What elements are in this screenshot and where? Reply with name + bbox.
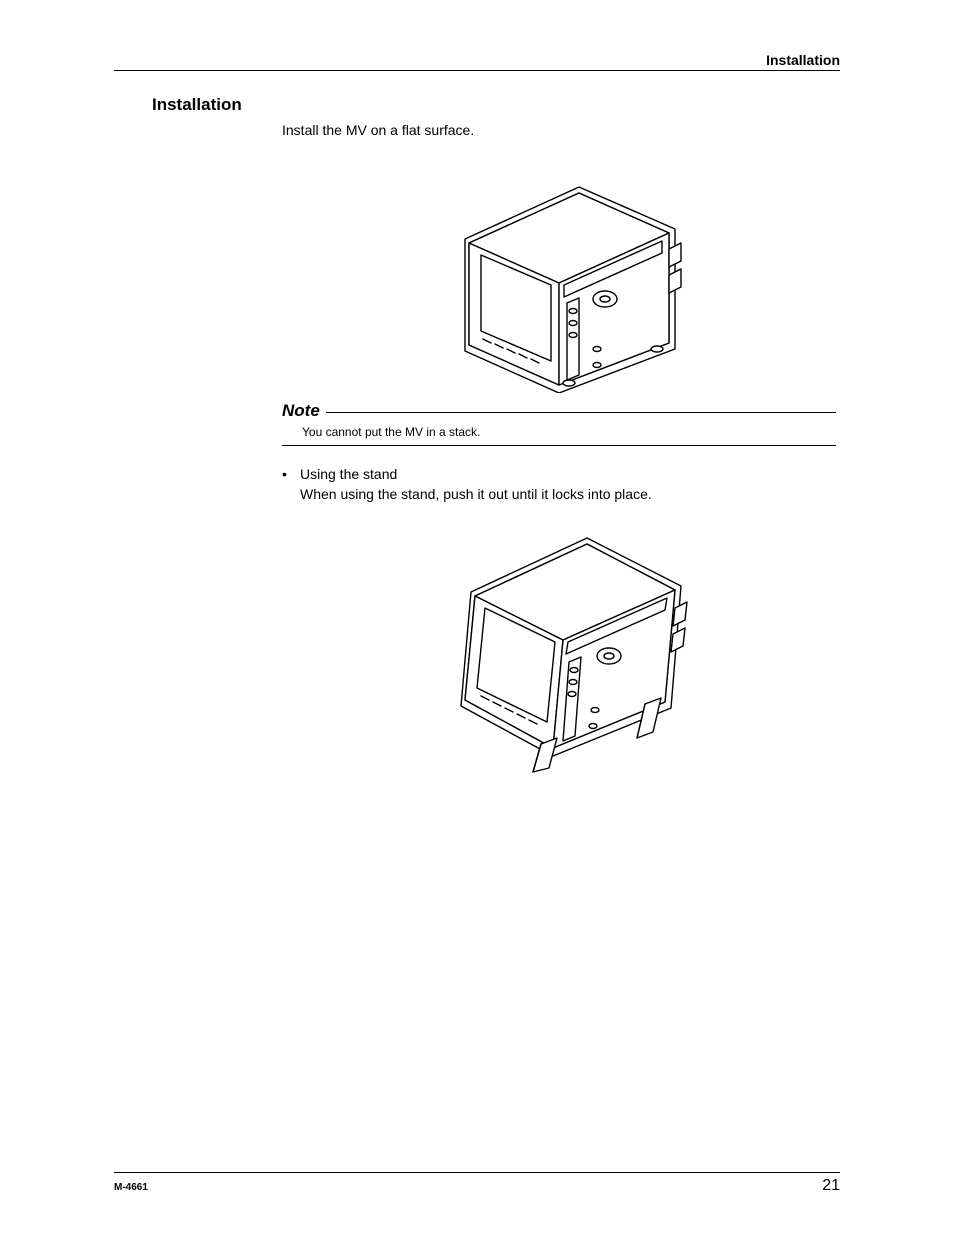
note-bottom-rule xyxy=(282,445,836,446)
note-label: Note xyxy=(282,401,326,421)
bullet-using-stand: • Using the stand xyxy=(282,466,836,482)
note-block: Note You cannot put the MV in a stack. xyxy=(282,401,836,446)
bullet-marker: • xyxy=(282,466,300,482)
footer-doc-id: M-4661 xyxy=(114,1182,148,1193)
page-footer: M-4661 21 xyxy=(114,1172,840,1195)
intro-text: Install the MV on a flat surface. xyxy=(282,121,836,139)
footer-page-number: 21 xyxy=(822,1177,840,1195)
figure-device-stand xyxy=(282,516,836,776)
note-body: You cannot put the MV in a stack. xyxy=(282,421,836,445)
running-head: Installation xyxy=(114,52,840,68)
header-rule: Installation xyxy=(114,52,840,71)
bullet-detail: When using the stand, push it out until … xyxy=(300,486,836,502)
device-flat-icon xyxy=(429,153,689,393)
content-column: Install the MV on a flat surface. xyxy=(282,121,836,776)
device-stand-icon xyxy=(429,516,689,776)
section-title: Installation xyxy=(152,95,840,115)
figure-device-flat xyxy=(282,153,836,393)
page: Installation Installation Install the MV… xyxy=(0,0,954,1235)
note-head-row: Note xyxy=(282,401,836,421)
bullet-title: Using the stand xyxy=(300,466,836,482)
note-top-rule xyxy=(326,412,836,413)
